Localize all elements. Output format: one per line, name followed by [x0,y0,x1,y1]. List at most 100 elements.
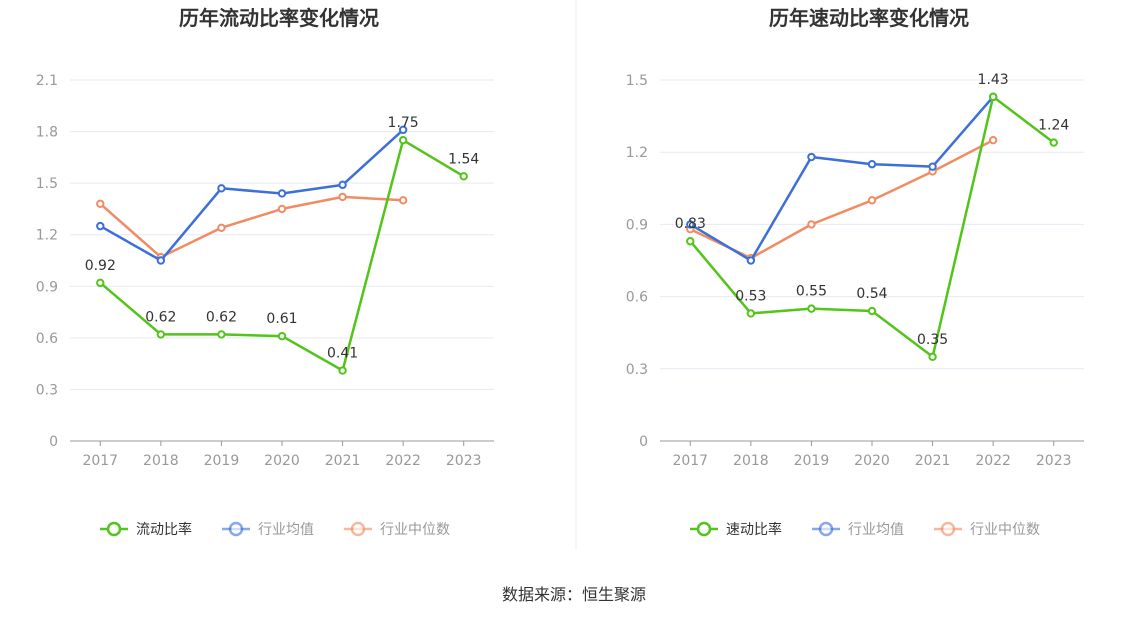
data-point [867,306,877,316]
data-point [746,256,756,265]
x-tick-label: 2019 [204,453,240,469]
y-tick-label: 0.6 [626,290,648,306]
data-point [156,330,166,339]
legend-marker [696,521,712,537]
x-tick-label: 2023 [446,453,482,469]
data-point [277,189,287,198]
series-line [689,95,1055,359]
series-line [99,195,404,259]
x-tick-label: 2021 [915,453,951,469]
data-point [988,135,998,145]
chart-2: 历年速动比率变化情况 0 0.3 0.6 0.9 1.2 1.5 2017 2018 2019 20… [626,6,1084,538]
x-tick-label: 2018 [733,453,769,469]
x-tick-label: 2020 [264,453,300,469]
legend-label: 行业中位数 [970,522,1040,538]
x-tick-label: 2020 [854,453,890,469]
data-label: 0.54 [856,286,887,302]
data-label: 1.75 [388,115,419,131]
data-label: 1.43 [978,72,1009,88]
data-label: 0.53 [735,288,766,304]
data-point [807,220,816,229]
x-tick-label: 2017 [672,453,708,469]
data-point [277,204,287,214]
data-point [807,304,816,313]
data-point [1049,138,1058,147]
series-line [689,139,994,260]
x-tick-label: 2018 [143,453,179,469]
y-tick-label: 2.1 [36,73,58,89]
data-point [96,199,105,208]
y-tick-label: 1.2 [36,228,58,244]
legend-item: 行业中位数 [344,521,450,538]
y-tick-label: 0 [639,434,648,450]
y-tick-label: 1.5 [626,73,648,89]
y-tick-label: 0.9 [626,217,648,233]
y-tick-label: 1.8 [36,125,58,141]
legend-item: 流动比率 [100,521,192,538]
legend-marker [940,521,956,537]
chart-title: 历年速动比率变化情况 [769,6,969,30]
x-tick-label: 2019 [794,453,830,469]
data-point [96,221,105,231]
series-行业均值 [96,125,408,265]
legend-item: 行业均值 [222,521,314,538]
data-point [459,172,468,181]
data-point [746,309,756,318]
x-tick-label: 2017 [82,453,118,469]
data-label: 0.55 [796,284,827,300]
data-point [338,180,347,190]
data-point [217,184,226,193]
legend-label: 行业均值 [258,522,314,538]
y-tick-label: 1.2 [626,145,648,161]
data-source-note: 数据来源：恒生聚源 [501,585,646,604]
data-point [867,160,877,169]
data-label: 0.61 [266,311,297,327]
data-point [217,223,226,233]
data-point [398,135,408,145]
legend-marker [350,521,366,537]
data-label: 1.54 [448,151,479,167]
data-point [338,366,347,375]
data-point [156,256,166,265]
legend-label: 速动比率 [726,521,782,538]
data-point [867,196,877,205]
legend-item: 速动比率 [690,521,782,538]
data-point [988,92,998,102]
data-point [807,152,816,162]
chart-1: 历年流动比率变化情况 0 0.3 0.6 0.9 1.2 1.5 1.8 2.1 2017 2018… [36,6,494,538]
y-tick-label: 0.9 [36,279,58,295]
data-point [217,330,226,339]
y-tick-label: 0.6 [36,331,58,347]
data-point [398,125,408,135]
y-tick-label: 0.3 [626,362,648,378]
series-line [99,128,404,262]
data-point [96,278,105,288]
y-tick-label: 0.3 [36,382,58,398]
legend-marker [228,521,244,537]
series-line [689,95,995,262]
legend-marker [106,521,122,537]
data-label: 0.83 [675,216,706,232]
data-point [686,220,695,229]
series-行业均值 [686,92,998,265]
data-point [928,352,937,361]
data-point [277,331,287,341]
data-label: 0.62 [206,309,237,325]
y-tick-label: 1.5 [36,176,58,192]
legend-label: 流动比率 [136,521,192,538]
legend-label: 行业中位数 [380,522,450,538]
legend-item: 行业均值 [812,521,904,538]
series-速动比率 [686,92,1058,361]
legend-item: 行业中位数 [934,521,1040,538]
y-tick-label: 0 [49,434,58,450]
data-point [398,196,408,205]
series-行业中位数 [686,135,998,263]
x-tick-label: 2021 [325,453,361,469]
x-tick-label: 2022 [975,453,1011,469]
x-tick-label: 2023 [1036,453,1072,469]
data-label: 0.41 [327,346,358,362]
legend-label: 行业均值 [848,522,904,538]
data-point [928,162,937,171]
data-label: 0.35 [917,332,948,348]
